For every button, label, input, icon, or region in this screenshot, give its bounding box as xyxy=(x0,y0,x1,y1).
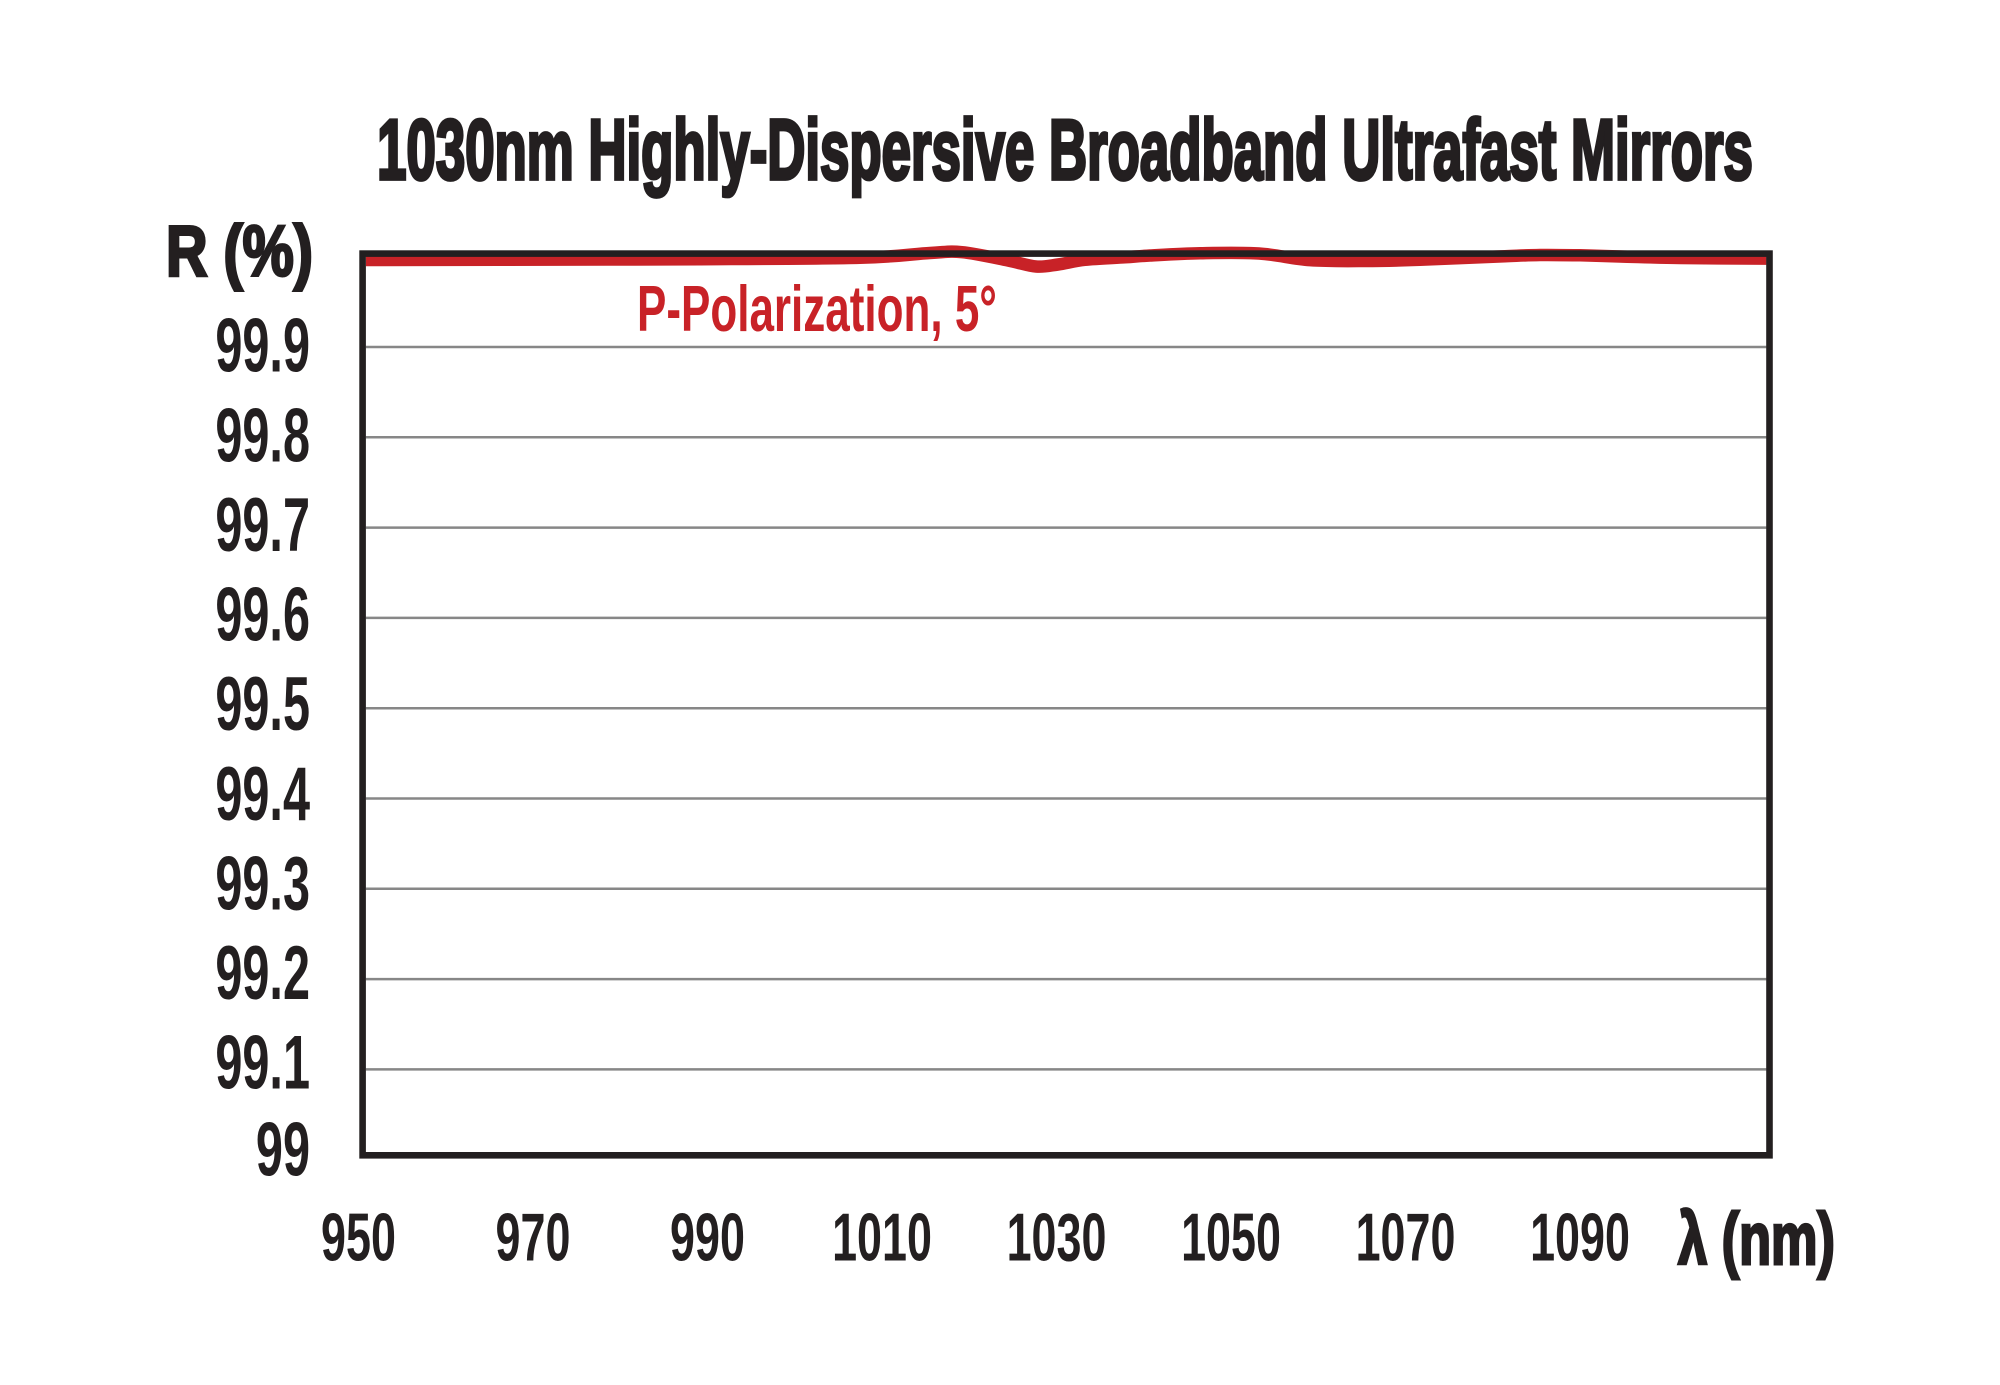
svg-text:950: 950 xyxy=(321,1200,396,1276)
svg-text:1050: 1050 xyxy=(1181,1200,1281,1276)
svg-text:99.1: 99.1 xyxy=(215,1020,310,1106)
svg-text:99.5: 99.5 xyxy=(215,661,310,747)
svg-text:99.2: 99.2 xyxy=(215,930,310,1016)
svg-text:1070: 1070 xyxy=(1356,1200,1456,1276)
svg-text:99: 99 xyxy=(256,1106,310,1192)
svg-text:990: 990 xyxy=(670,1200,745,1276)
svg-text:1030: 1030 xyxy=(1007,1200,1107,1276)
svg-text:99.7: 99.7 xyxy=(215,482,310,568)
svg-text:λ (nm): λ (nm) xyxy=(1678,1200,1835,1280)
svg-text:99.6: 99.6 xyxy=(215,572,310,658)
svg-text:99.3: 99.3 xyxy=(215,840,310,926)
svg-text:1030nm Highly-Dispersive Broad: 1030nm Highly-Dispersive Broadband Ultra… xyxy=(377,102,1753,197)
svg-text:99.8: 99.8 xyxy=(215,392,310,478)
svg-text:R (%): R (%) xyxy=(166,212,313,291)
svg-text:970: 970 xyxy=(496,1200,571,1276)
svg-text:99.4: 99.4 xyxy=(215,751,310,837)
svg-text:99.9: 99.9 xyxy=(215,303,310,389)
svg-text:1090: 1090 xyxy=(1530,1200,1630,1276)
svg-text:P-Polarization, 5°: P-Polarization, 5° xyxy=(637,272,997,345)
svg-text:1010: 1010 xyxy=(832,1200,932,1276)
